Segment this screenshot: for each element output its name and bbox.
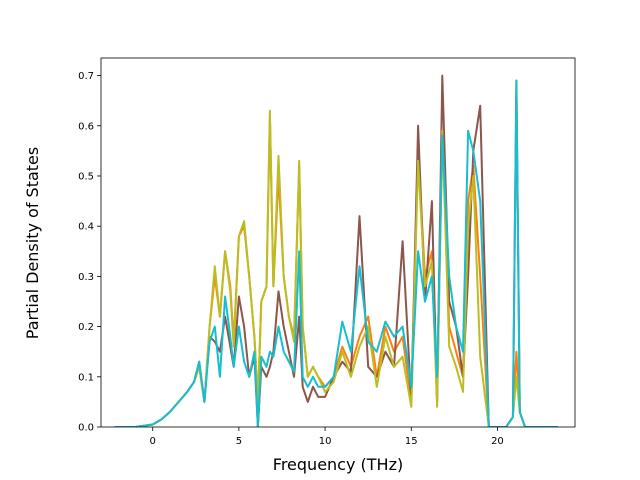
x-tick-label: 15 (405, 436, 418, 447)
series-line-1 (114, 114, 558, 427)
y-axis-ticks: 0.0 0.1 0.2 0.3 0.4 0.5 0.6 0.7 (78, 71, 101, 434)
series-lines (114, 74, 558, 427)
x-axis-ticks: 0 5 10 15 20 (150, 427, 504, 447)
y-tick-label: 0.3 (78, 272, 94, 283)
y-tick-label: 0.4 (78, 222, 94, 233)
series-line-4 (114, 79, 558, 427)
x-tick-label: 0 (150, 436, 156, 447)
x-tick-label: 10 (319, 436, 332, 447)
y-tick-label: 0.1 (78, 372, 94, 383)
plot-frame (100, 57, 576, 428)
y-axis-label: Partial Density of States (23, 147, 42, 339)
x-tick-label: 5 (236, 436, 242, 447)
y-tick-label: 0.2 (78, 322, 94, 333)
series-line-3 (114, 109, 558, 427)
y-tick-label: 0.5 (78, 171, 94, 182)
x-axis-label: Frequency (THz) (273, 455, 403, 474)
x-tick-label: 20 (491, 436, 504, 447)
y-tick-label: 0.6 (78, 121, 94, 132)
y-tick-label: 0.7 (78, 71, 94, 82)
y-tick-label: 0.0 (78, 423, 94, 434)
series-line-2 (114, 74, 558, 427)
